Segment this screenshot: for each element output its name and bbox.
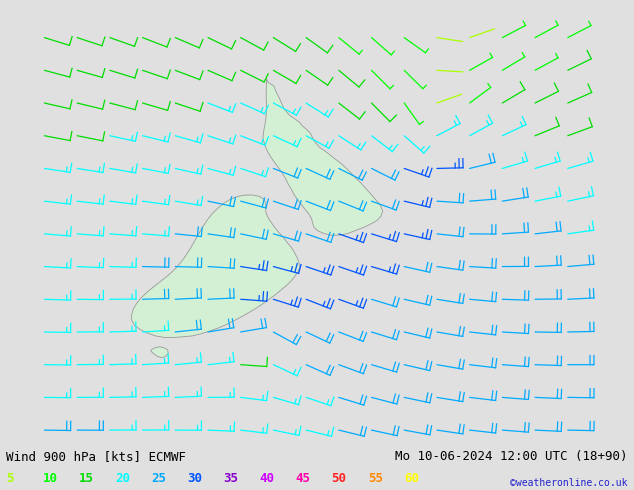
Text: 15: 15: [79, 472, 94, 485]
Text: 10: 10: [42, 472, 58, 485]
Polygon shape: [263, 78, 383, 235]
Polygon shape: [151, 347, 168, 358]
Text: Mo 10-06-2024 12:00 UTC (18+90): Mo 10-06-2024 12:00 UTC (18+90): [395, 450, 628, 463]
Text: 5: 5: [6, 472, 14, 485]
Text: 60: 60: [404, 472, 419, 485]
Polygon shape: [132, 195, 299, 338]
Text: 45: 45: [295, 472, 311, 485]
Text: 20: 20: [115, 472, 130, 485]
Text: 55: 55: [368, 472, 383, 485]
Text: 40: 40: [259, 472, 275, 485]
Text: 50: 50: [332, 472, 347, 485]
Text: 25: 25: [151, 472, 166, 485]
Text: Wind 900 hPa [kts] ECMWF: Wind 900 hPa [kts] ECMWF: [6, 450, 186, 463]
Text: 30: 30: [187, 472, 202, 485]
Text: 35: 35: [223, 472, 238, 485]
Text: ©weatheronline.co.uk: ©weatheronline.co.uk: [510, 478, 628, 488]
